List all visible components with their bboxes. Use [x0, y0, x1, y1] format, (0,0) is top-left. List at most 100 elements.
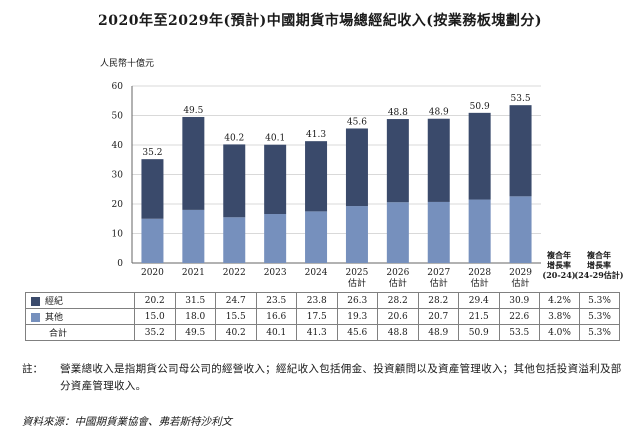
x-tick-label: 2027 [427, 268, 450, 278]
cagr-cell: 3.8% [539, 308, 580, 325]
bar-other [305, 211, 328, 263]
value-cell: 49.5 [174, 324, 216, 341]
value-cell: 21.5 [458, 308, 500, 325]
value-cell: 23.5 [255, 292, 297, 309]
value-cell: 20.7 [417, 308, 459, 325]
bar-brokerage [386, 119, 409, 203]
x-tick-label: 2025 [345, 268, 368, 278]
x-tick-label: 2028 [468, 268, 491, 278]
bar-other [345, 206, 368, 263]
bar-total-label: 53.5 [511, 94, 531, 104]
value-cell: 48.9 [417, 324, 459, 341]
x-tick-label: 估計 [389, 277, 407, 289]
x-tick-label: 2023 [264, 268, 287, 278]
y-tick-label: 60 [112, 82, 124, 92]
value-cell: 15.0 [134, 308, 176, 325]
row-label-cell: 合計 [25, 324, 135, 341]
x-tick-label: 估計 [348, 277, 366, 289]
x-tick-label: 2021 [182, 268, 205, 278]
table-row-total: 合計 35.2 49.5 40.2 40.1 41.3 45.6 48.8 48.9 50.9 53… [25, 324, 620, 341]
bar-brokerage [182, 116, 205, 210]
y-tick-label: 30 [112, 171, 124, 181]
source-note: 資料來源：中國期貨業協會、弗若斯特沙利文 [22, 416, 232, 428]
y-tick-label: 40 [112, 141, 124, 151]
value-cell: 41.3 [296, 324, 338, 341]
footnote-prefix: 註： [22, 363, 43, 375]
value-cell: 31.5 [174, 292, 216, 309]
bar-brokerage [345, 128, 368, 207]
bar-total-label: 40.1 [265, 134, 285, 144]
cagr-cell: 4.2% [539, 292, 580, 309]
chart-title: 2020年至2029年(預計)中國期貨市場總經紀收入(按業務板塊劃分) [98, 13, 542, 29]
y-tick-label: 10 [112, 230, 124, 240]
bar-other [182, 209, 205, 263]
bar-brokerage [468, 112, 491, 200]
bar-brokerage [141, 159, 164, 219]
y-axis-unit-label: 人民幣十億元 [100, 57, 154, 69]
bar-other [264, 214, 287, 263]
cagr-header-label: 增長率 [587, 260, 611, 270]
bar-brokerage [509, 105, 532, 197]
value-cell: 50.9 [458, 324, 500, 341]
bar-brokerage [305, 141, 328, 212]
value-cell: 40.2 [215, 324, 257, 341]
footnote: 註： 營業總收入是指期貨公司母公司的經營收入；經紀收入包括佣金、投資顧問以及資產… [22, 361, 622, 395]
bar-other [468, 199, 491, 263]
bar-brokerage [264, 144, 287, 215]
value-cell: 18.0 [174, 308, 216, 325]
value-cell: 28.2 [417, 292, 459, 309]
x-tick-label: 2026 [386, 268, 409, 278]
y-tick-label: 20 [112, 200, 124, 210]
bar-other [141, 218, 164, 263]
cagr-header-label: (24-29估計) [574, 270, 623, 280]
stacked-bar-chart: 人民幣十億元 0 10 20 30 40 50 60 35.2 2020 49.5 2021 40.2 2… [100, 57, 624, 289]
value-cell: 20.2 [134, 292, 176, 309]
bar-brokerage [427, 118, 450, 202]
bar-total-label: 45.6 [347, 117, 367, 127]
cagr-cell: 4.0% [539, 324, 580, 341]
value-cell: 24.7 [215, 292, 257, 309]
bar-total-label: 48.9 [429, 108, 449, 118]
x-tick-label: 2022 [223, 268, 246, 278]
x-tick-label: 2024 [305, 268, 328, 278]
value-cell: 23.8 [296, 292, 338, 309]
value-cell: 20.6 [377, 308, 419, 325]
cagr-cell: 5.3% [579, 292, 620, 309]
x-tick-label: 估計 [471, 277, 489, 289]
bar-brokerage [223, 144, 246, 218]
table-row-brokerage: 經紀 20.2 31.5 24.7 23.5 23.8 26.3 28.2 28.2 29.4 30… [25, 292, 620, 309]
bar-other [223, 217, 246, 263]
data-table: 經紀 20.2 31.5 24.7 23.5 23.8 26.3 28.2 28.2 29.4 30… [25, 292, 620, 341]
row-label: 合計 [49, 329, 68, 339]
x-tick-label: 估計 [430, 277, 448, 289]
value-cell: 28.2 [377, 292, 419, 309]
row-label-cell: 其他 [25, 308, 135, 325]
bar-other [386, 202, 409, 263]
table-row-other: 其他 15.0 18.0 15.5 16.6 17.5 19.3 20.6 20.7 21.5 22… [25, 308, 620, 325]
cagr-cell: 5.3% [579, 324, 620, 341]
value-cell: 30.9 [498, 292, 540, 309]
bar-other [509, 196, 532, 263]
bar-other [427, 201, 450, 263]
legend-swatch [31, 297, 40, 306]
value-cell: 17.5 [296, 308, 338, 325]
value-cell: 53.5 [498, 324, 540, 341]
value-cell: 45.6 [336, 324, 378, 341]
legend-swatch [31, 313, 40, 322]
cagr-header-label: (20-24) [542, 270, 575, 280]
cagr-header-label: 增長率 [547, 260, 571, 270]
value-cell: 48.8 [377, 324, 419, 341]
bar-total-label: 48.8 [388, 108, 408, 118]
bar-total-label: 49.5 [183, 106, 203, 116]
value-cell: 29.4 [458, 292, 500, 309]
value-cell: 19.3 [336, 308, 378, 325]
value-cell: 26.3 [336, 292, 378, 309]
row-label: 經紀 [45, 297, 64, 307]
value-cell: 40.1 [255, 324, 297, 341]
x-tick-label: 2020 [141, 268, 164, 278]
x-tick-label: 估計 [512, 277, 530, 289]
row-label: 其他 [45, 313, 64, 323]
value-cell: 16.6 [255, 308, 297, 325]
x-tick-label: 2029 [509, 268, 532, 278]
value-cell: 22.6 [498, 308, 540, 325]
